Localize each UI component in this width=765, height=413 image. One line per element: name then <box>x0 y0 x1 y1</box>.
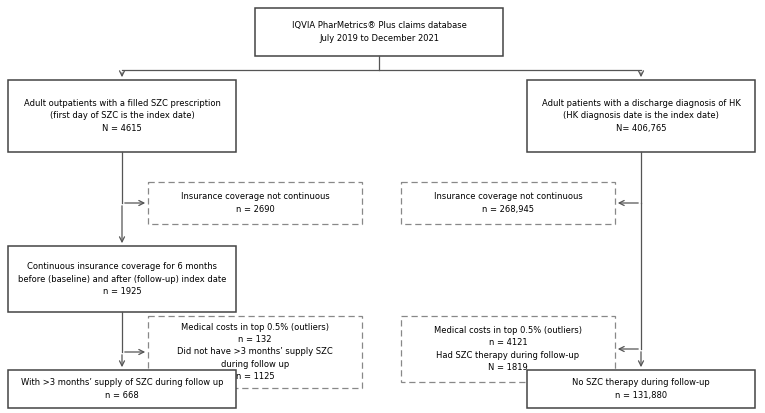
Text: Adult patients with a discharge diagnosis of HK
(HK diagnosis date is the index : Adult patients with a discharge diagnosi… <box>542 100 741 133</box>
Bar <box>401 182 615 224</box>
Bar <box>527 80 755 152</box>
Text: IQVIA PharMetrics® Plus claims database
July 2019 to December 2021: IQVIA PharMetrics® Plus claims database … <box>291 21 467 43</box>
Bar <box>8 80 236 152</box>
Text: Insurance coverage not continuous
n = 268,945: Insurance coverage not continuous n = 26… <box>434 192 582 214</box>
Text: Continuous insurance coverage for 6 months
before (baseline) and after (follow-u: Continuous insurance coverage for 6 mont… <box>18 262 226 296</box>
Bar <box>527 370 755 408</box>
Bar <box>148 182 362 224</box>
Bar <box>8 246 236 312</box>
Text: No SZC therapy during follow-up
n = 131,880: No SZC therapy during follow-up n = 131,… <box>572 378 710 399</box>
Text: With >3 months’ supply of SZC during follow up
n = 668: With >3 months’ supply of SZC during fol… <box>21 378 223 399</box>
Text: Medical costs in top 0.5% (outliers)
n = 132
Did not have >3 months’ supply SZC
: Medical costs in top 0.5% (outliers) n =… <box>177 323 333 381</box>
Text: Adult outpatients with a filled SZC prescription
(first day of SZC is the index : Adult outpatients with a filled SZC pres… <box>24 100 220 133</box>
Text: Medical costs in top 0.5% (outliers)
n = 4121
Had SZC therapy during follow-up
N: Medical costs in top 0.5% (outliers) n =… <box>434 326 582 372</box>
Bar <box>255 8 503 56</box>
Bar <box>401 316 615 382</box>
Bar <box>8 370 236 408</box>
Bar <box>148 316 362 388</box>
Text: Insurance coverage not continuous
n = 2690: Insurance coverage not continuous n = 26… <box>181 192 330 214</box>
